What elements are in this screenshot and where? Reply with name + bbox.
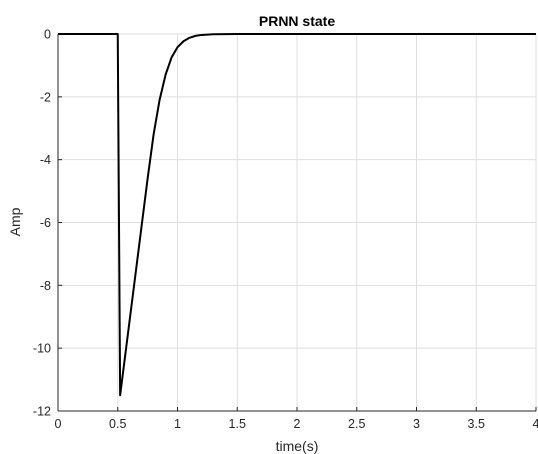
tick-labels: 0 0.5 1 1.5 2 2.5 3 3.5 4 0 -2 -4 -6 -8 -10 -12 — [33, 28, 538, 432]
x-tick-label: 3.5 — [468, 417, 485, 431]
x-tick-label: 2.5 — [348, 417, 365, 431]
y-tick-label: -2 — [40, 90, 51, 104]
series-layer — [58, 33, 536, 397]
x-tick-label: 2 — [294, 417, 301, 431]
chart-title: PRNN state — [259, 13, 335, 29]
y-tick-label: -12 — [33, 405, 51, 419]
y-tick-label: 0 — [44, 28, 51, 42]
y-tick-label: -10 — [33, 342, 51, 356]
x-tick-label: 1.5 — [229, 417, 246, 431]
x-tick-label: 0.5 — [109, 417, 126, 431]
prnn-state-line — [58, 33, 536, 397]
y-tick-label: -4 — [40, 153, 51, 167]
y-tick-label: -8 — [40, 279, 51, 293]
y-tick-label: -6 — [40, 216, 51, 230]
x-tick-label: 4 — [533, 417, 538, 431]
x-tick-label: 3 — [413, 417, 420, 431]
x-tick-label: 0 — [55, 417, 62, 431]
x-axis-label: time(s) — [276, 438, 319, 454]
x-tick-label: 1 — [174, 417, 181, 431]
y-axis-label: Amp — [7, 207, 23, 236]
